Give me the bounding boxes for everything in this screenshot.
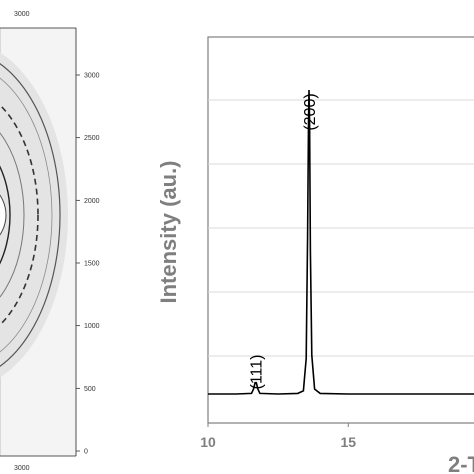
- image-y-tick-label: 500: [84, 386, 96, 393]
- diffraction-ring-outer: [0, 63, 61, 367]
- image-bottom-tick-label: 3000: [14, 465, 30, 472]
- image-y-tick-label: 2500: [84, 135, 100, 142]
- x-tick-label: 10: [200, 434, 216, 450]
- diffraction-rings: [0, 52, 68, 378]
- image-y-tick-label: 3000: [84, 73, 100, 80]
- image-y-ticks: 3000 2500 2000 1500 1000 500 0: [76, 73, 100, 456]
- diffraction-ring-4: [0, 132, 25, 298]
- gridlines: [208, 99, 474, 357]
- xrd-chart: 10 15 (111) (200) Intensity (au.) 2-T: [156, 36, 474, 474]
- diffraction-center: [0, 194, 7, 236]
- peak-label: (111): [249, 355, 266, 390]
- image-y-tick-label: 1000: [84, 323, 100, 330]
- diffraction-halo: [0, 52, 68, 378]
- y-axis-label: Intensity (au.): [156, 160, 181, 303]
- diffraction-ring-5: [0, 165, 11, 265]
- x-axis-label: 2-T: [448, 452, 474, 474]
- x-tick-label: 15: [341, 434, 357, 450]
- diffraction-ring-3: [0, 104, 39, 326]
- image-y-tick-label: 1500: [84, 261, 100, 268]
- diffraction-ring-2: [0, 77, 53, 353]
- image-y-tick-label: 2000: [84, 198, 100, 205]
- image-top-tick-label: 3000: [14, 11, 30, 18]
- series-line: [208, 89, 474, 395]
- x-ticks: 10 15: [200, 423, 356, 450]
- peak-annotations: (111) (200): [249, 93, 319, 389]
- plot-area-frame: [207, 36, 474, 424]
- diffraction-panel: 3000 2500 2000 1500 1000 500 0 3000 3000: [0, 11, 100, 472]
- peak-label: (200): [302, 93, 319, 130]
- image-y-tick-label: 0: [84, 449, 88, 456]
